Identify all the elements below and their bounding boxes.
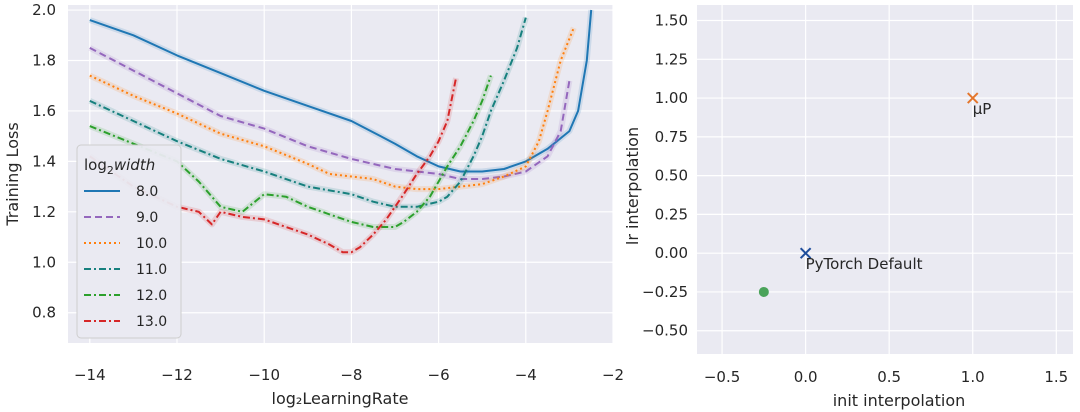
legend: log2width 8.0 9.0 10.0 11.0 12.0 13.0 [76,144,182,339]
right-x-axis-label: init interpolation [833,391,966,410]
left-chart: −14 −12 −10 −8 −6 −4 −2 0.81.01.21.41.61.82.0 … [3,1,624,408]
right-y-axis-label: lr interpolation [623,127,642,245]
right-points: PyTorch Default μP [758,92,992,297]
right-y-tick-label: 1.25 [655,50,688,68]
left-x-ticks: −14 −12 −10 −8 −6 −4 −2 [74,366,624,384]
right-y-tick-label: 0.25 [655,205,688,223]
left-y-tick-label: 1.6 [32,102,56,120]
right-y-tick-label: −0.25 [642,283,688,301]
series-line-11.0 [89,17,527,208]
left-x-tick-label: −4 [515,366,537,384]
left-x-axis-label: log₂LearningRate [272,389,409,408]
right-plot-area [697,5,1073,354]
right-x-tick-label: 0.0 [794,368,818,386]
right-y-tick-label: −0.50 [642,322,688,340]
left-y-tick-label: 1.0 [32,253,56,271]
legend-label-13.0: 13.0 [136,314,167,330]
right-x-tick-label: −0.5 [704,368,740,386]
left-y-ticks: 0.8 1.0 1.2 1.4 1.6 1.8 2.0 [32,1,56,322]
left-x-tick-label: −12 [161,366,193,384]
point-marker-x-0 [799,247,812,259]
left-y-tick-label: 0.8 [32,304,56,322]
left-x-tick-label: −10 [248,366,280,384]
right-x-ticks: −0.5 0.0 0.5 1.0 1.5 [704,368,1068,386]
legend-box [76,144,182,339]
right-y-ticks: −0.50 −0.25 0.00 0.25 0.50 0.75 1.00 1.25 1.50 [642,12,688,340]
right-grid [697,5,1073,354]
left-y-tick-label: 1.8 [32,51,56,69]
point-marker-dot-2 [758,286,769,297]
series-line-8.0 [89,9,593,173]
left-y-tick-label: 2.0 [32,1,56,19]
series-line-12.0 [89,75,492,228]
legend-label-11.0: 11.0 [136,262,167,278]
point-annotation-1: μP [973,100,992,118]
right-y-tick-label: 1.00 [655,89,688,107]
point-marker-x-1 [967,92,979,104]
series-line-10.0 [89,27,575,191]
right-y-tick-label: 0.50 [655,167,688,185]
right-chart: PyTorch Default μP −0.5 0.0 0.5 1.0 1.5 −0.50… [623,5,1073,410]
left-y-axis-label: Training Loss [3,122,22,226]
left-x-tick-label: −14 [74,366,106,384]
legend-label-12.0: 12.0 [136,288,167,304]
right-y-tick-label: 0.00 [655,244,688,262]
legend-label-8.0: 8.0 [136,184,158,200]
right-y-tick-label: 0.75 [655,128,688,146]
left-x-tick-label: −8 [340,366,362,384]
left-y-tick-label: 1.2 [32,203,56,221]
left-y-tick-label: 1.4 [32,152,56,170]
point-annotation-0: PyTorch Default [806,255,923,273]
right-y-tick-label: 1.50 [655,12,688,30]
right-x-tick-label: 0.5 [877,368,901,386]
left-x-tick-label: −6 [428,366,450,384]
legend-title: log2width [84,156,155,177]
legend-label-9.0: 9.0 [136,210,158,226]
left-x-tick-label: −2 [602,366,624,384]
series-band-9.0 [88,45,573,182]
right-x-tick-label: 1.5 [1044,368,1068,386]
right-x-tick-label: 1.0 [961,368,985,386]
legend-entries: 8.0 9.0 10.0 11.0 12.0 13.0 [84,184,167,330]
legend-label-10.0: 10.0 [136,236,167,252]
